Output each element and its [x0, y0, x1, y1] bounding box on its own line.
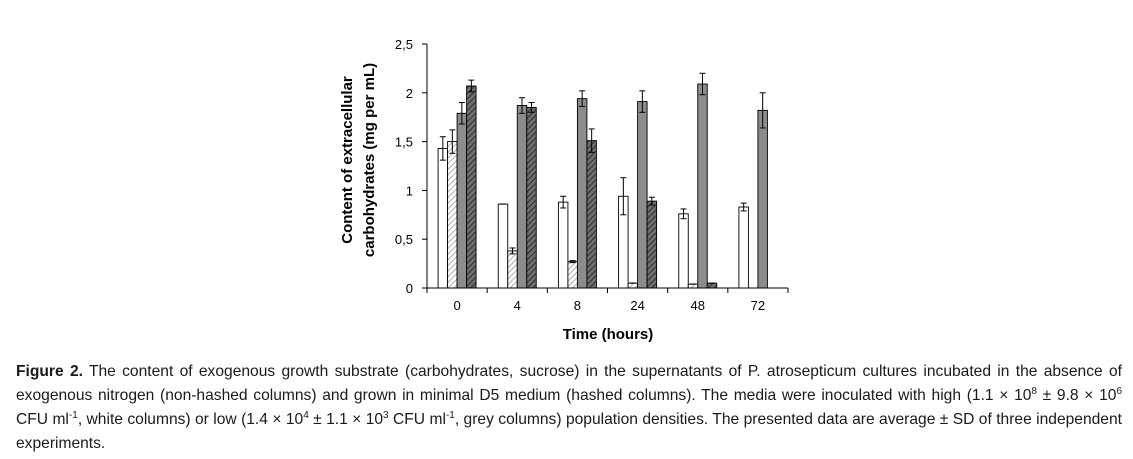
bar-series-3-72h	[757, 109, 768, 289]
caption-label: Figure 2.	[16, 363, 83, 380]
error-bar-series-4-24h	[648, 196, 655, 206]
bar-series-2-48h	[687, 283, 699, 289]
x-tick-label: 24	[630, 298, 644, 313]
y-axis-label-line2: carbohydrates (mg per mL)	[361, 63, 378, 257]
error-bar-series-4-0h	[468, 79, 475, 93]
x-tick-label: 8	[574, 298, 581, 313]
bar-series-4-24h	[646, 200, 658, 289]
error-bar-series-3-4h	[519, 97, 525, 114]
caption-text-6: CFU ml	[388, 411, 446, 428]
bar-series-4-0h	[466, 85, 477, 289]
bar-series-1-8h	[557, 201, 569, 289]
y-tick-label: 2,5	[395, 37, 413, 52]
x-axis-label: Time (hours)	[563, 326, 654, 343]
x-tick-label: 48	[691, 298, 705, 313]
caption-sup-4: 4	[303, 409, 309, 421]
bar-series-3-4h	[516, 105, 528, 289]
x-tick-label: 0	[453, 298, 460, 313]
y-axis-label-line1: Content of extracellular	[339, 76, 356, 244]
caption-text-7: , grey columns) population densities. Th…	[16, 411, 1122, 452]
error-bar-series-4-4h	[528, 102, 535, 113]
caption-sup-3: -1	[68, 409, 78, 421]
y-tick-label: 2	[406, 86, 413, 101]
y-axis-label: Content of extracellular carbohydrates (…	[339, 63, 378, 257]
x-tick-label: 72	[751, 298, 765, 313]
error-bar-series-4-8h	[588, 128, 595, 153]
error-bar-series-3-24h	[639, 90, 646, 113]
caption-text-3: CFU ml	[16, 411, 69, 428]
x-tick-label: 4	[514, 298, 521, 313]
bar-series-3-0h	[456, 112, 468, 289]
bar-series-3-48h	[697, 83, 708, 289]
error-bar-series-1-48h	[680, 208, 687, 220]
figure-caption: Figure 2. The content of exogenous growt…	[16, 360, 1122, 456]
bar-series-3-8h	[576, 98, 588, 289]
y-tick-label: 1,5	[395, 135, 413, 150]
error-bar-series-1-24h	[620, 177, 627, 216]
bar-series-2-8h	[567, 261, 578, 289]
bar-series-1-4h	[497, 203, 509, 289]
y-tick-label: 0	[406, 281, 413, 296]
bar-series-1-0h	[437, 147, 449, 289]
error-bar-series-3-0h	[458, 102, 465, 125]
y-tick-label: 1	[406, 183, 413, 198]
error-bar-series-1-72h	[740, 202, 747, 212]
error-bar-series-3-8h	[579, 90, 586, 107]
bar-series-4-8h	[586, 140, 597, 289]
bar-series-2-4h	[507, 250, 518, 289]
bar-series-1-48h	[678, 213, 689, 289]
bar-series-2-0h	[447, 141, 458, 289]
bar-series-4-4h	[526, 106, 537, 289]
error-bar-series-1-8h	[560, 195, 567, 209]
caption-text-4: , white columns) or low (1.4 × 10	[77, 411, 304, 428]
caption-text-1: The content of exogenous growth substrat…	[16, 363, 1122, 404]
caption-sup-6: -1	[445, 409, 455, 421]
error-bar-series-2-4h	[509, 247, 516, 255]
caption-text-2: ± 9.8 × 10	[1036, 387, 1117, 404]
bar-series-2-24h	[627, 282, 639, 289]
error-bar-series-1-0h	[439, 136, 446, 161]
bar-chart: Content of extracellular carbohydrates (…	[339, 37, 789, 343]
error-bar-series-3-48h	[699, 72, 706, 96]
caption-text-5: ± 1.1 × 10	[308, 411, 384, 428]
error-bar-series-2-0h	[449, 129, 456, 154]
bar-series-1-72h	[738, 206, 749, 289]
bar-series-3-24h	[637, 101, 648, 289]
caption-sup-2: 6	[1116, 385, 1122, 397]
caption-sup-5: 3	[383, 409, 389, 421]
caption-sup-1: 8	[1031, 385, 1037, 397]
bar-series-4-48h	[706, 282, 718, 289]
error-bar-series-2-8h	[569, 260, 576, 264]
error-bar-series-3-72h	[759, 92, 766, 129]
y-tick-label: 0,5	[395, 232, 413, 247]
